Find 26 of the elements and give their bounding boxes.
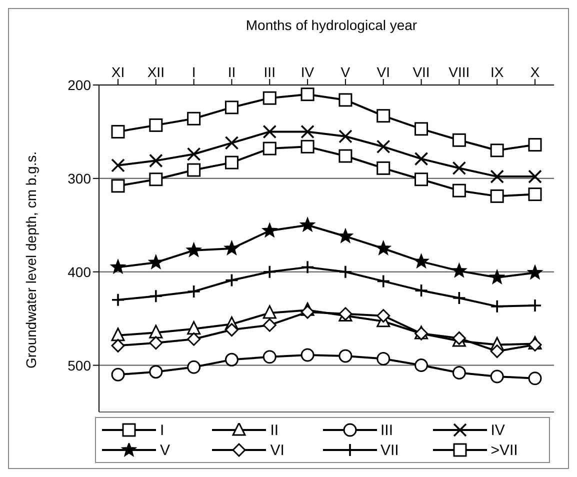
legend-label: VII (380, 442, 399, 458)
x-tick-label: I (192, 64, 196, 80)
x-tick-label: XII (147, 64, 164, 80)
y-tick-label: 400 (68, 264, 92, 280)
legend-label: >VII (490, 442, 518, 458)
x-tick-label: III (264, 64, 276, 80)
x-tick-label: IX (490, 64, 504, 80)
legend-label: IV (490, 422, 505, 438)
x-tick-label: II (228, 64, 236, 80)
x-tick-label: VII (412, 64, 430, 80)
x-tick-label: VIII (448, 64, 470, 80)
x-tick-label: XI (111, 64, 125, 80)
x-tick-label: VI (376, 64, 390, 80)
x-tick-label: V (340, 64, 351, 80)
x-tick-label: IV (300, 64, 315, 80)
legend-label: VI (270, 442, 284, 458)
legend-label: I (160, 422, 164, 438)
y-tick-label: 200 (68, 76, 92, 93)
legend-label: III (380, 422, 394, 438)
x-axis-title: Months of hydrological year (244, 16, 418, 35)
y-axis-title: Groundwater level depth, cm b.g.s. (22, 151, 39, 368)
legend-label: II (270, 422, 279, 438)
y-tick-label: 500 (68, 357, 92, 374)
y-tick-label: 300 (68, 170, 92, 186)
legend-label: V (160, 442, 170, 458)
x-tick-label: X (530, 64, 540, 80)
